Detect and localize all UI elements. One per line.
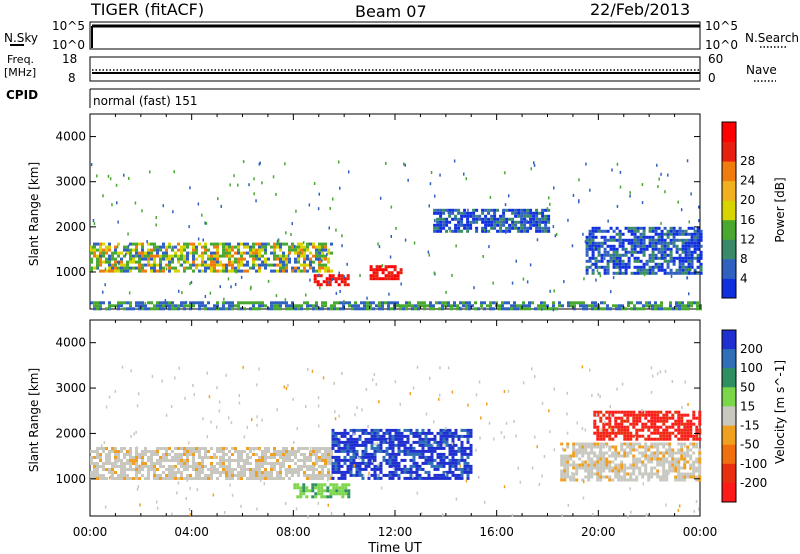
colorbar-tick-label: 12 [740,232,755,246]
freq-label-2: [MHz] [4,66,36,79]
nsearch-label: N.Search [745,31,799,45]
colorbar-tick-label: 24 [740,174,755,188]
ytick-label: 3000 [55,381,86,395]
nave-tick-high: 60 [708,52,723,66]
ytick-label: 4000 [55,130,86,144]
colorbar-tick-label: 50 [740,380,755,394]
freq-tick-high: 18 [62,52,77,66]
colorbar-tick-label: 200 [740,342,763,356]
power-colorbar: 4 8 12 16 20 24 28 [721,121,755,299]
scatter-points [90,159,700,312]
date-title: 22/Feb/2013 [590,0,690,19]
colorbar-swatch [722,387,736,407]
colorbar-tick-label: -200 [740,476,767,490]
ytick-label: 3000 [55,175,86,189]
data-region-2 [331,428,473,480]
ytick-label: 1000 [55,265,86,279]
nave-label: Nave [746,63,777,77]
velocity-colorbar-label: Velocity [m s^-1] [773,360,787,464]
colorbar-swatch [722,180,736,201]
data-region-3 [293,483,351,499]
colorbar-tick-label: 8 [740,252,748,266]
colorbar-swatch [722,330,736,350]
colorbar-swatch [722,482,736,503]
time-axis-ticks: 00:00 04:00 08:00 12:00 16:00 20:00 00:00 [73,525,718,539]
colorbar-tick-label: -15 [740,419,760,433]
velocity-panel-frame [89,319,701,517]
data-region-6 [90,301,702,311]
time-tick-label: 04:00 [174,525,209,539]
data-region-5 [560,442,702,482]
data-region-4 [433,208,551,233]
freq-panel [89,56,701,82]
power-colorbar-label: Power [dB] [773,177,787,242]
time-tick-label: 00:00 [683,525,718,539]
colorbar-frame [721,329,737,503]
colorbar-tick-label: -50 [740,438,760,452]
colorbar-swatch [722,122,736,142]
velocity-ylabel: Slant Range [km] [27,368,41,472]
nave-tick-low: 0 [708,71,716,85]
data-region-1 [90,242,333,273]
colorbar-tick-label: 100 [740,361,763,375]
colorbar-swatch [722,368,736,388]
time-tick-label: 16:00 [479,525,514,539]
beam-title: Beam 07 [355,2,427,21]
scatter-points [101,365,700,519]
colorbar-swatch [722,444,736,465]
colorbar-tick-label: 15 [740,399,755,413]
data-region-1 [90,447,333,480]
colorbar-swatch [722,463,736,484]
velocity-colorbar: 200 100 50 15 -15 -50 -100 -200 [721,329,767,503]
nsky-tick-low: 10^0 [52,38,85,52]
colorbar-swatch [722,406,736,426]
time-tick-label: 12:00 [378,525,413,539]
ytick-label: 2000 [55,426,86,440]
freq-label-1: Freq. [7,53,34,66]
time-tick-label: 00:00 [73,525,108,539]
power-data-layer [90,159,703,312]
freq-tick-low: 8 [68,71,76,85]
data-region-5 [585,226,703,275]
nsearch-tick-low: 10^0 [705,38,738,52]
colorbar-swatch [722,200,736,221]
colorbar-swatch [722,219,736,240]
colorbar-swatch [722,141,736,162]
colorbar-swatch [722,239,736,260]
cpid-value: normal (fast) 151 [93,94,197,108]
colorbar-swatch [722,278,736,299]
colorbar-tick-label: 16 [740,213,755,227]
colorbar-swatch [722,349,736,369]
data-region-2 [313,274,350,287]
power-axes: 1000 2000 3000 4000 [55,114,701,309]
colorbar-swatch [722,161,736,182]
data-region-4 [593,410,702,441]
colorbar-swatch [722,258,736,279]
nsky-label: N.Sky [4,31,38,45]
colorbar-tick-label: 20 [740,193,755,207]
cpid-label: CPID [6,88,38,102]
colorbar-tick-label: -100 [740,457,767,471]
nsearch-tick-high: 10^5 [705,19,738,33]
velocity-axes: 1000 2000 3000 4000 [55,320,701,516]
ytick-label: 2000 [55,220,86,234]
data-region-3 [369,265,403,281]
nsky-tick-high: 10^5 [52,19,85,33]
time-axis-label: Time UT [367,541,421,554]
colorbar-frame [721,121,737,299]
ytick-label: 4000 [55,336,86,350]
ytick-label: 1000 [55,472,86,486]
colorbar-tick-label: 4 [740,271,748,285]
colorbar-tick-label: 28 [740,154,755,168]
velocity-data-layer [90,365,702,519]
station-title: TIGER (fitACF) [90,0,204,19]
time-tick-label: 20:00 [581,525,616,539]
power-ylabel: Slant Range [km] [27,162,41,266]
time-tick-label: 08:00 [276,525,311,539]
colorbar-swatch [722,425,736,446]
